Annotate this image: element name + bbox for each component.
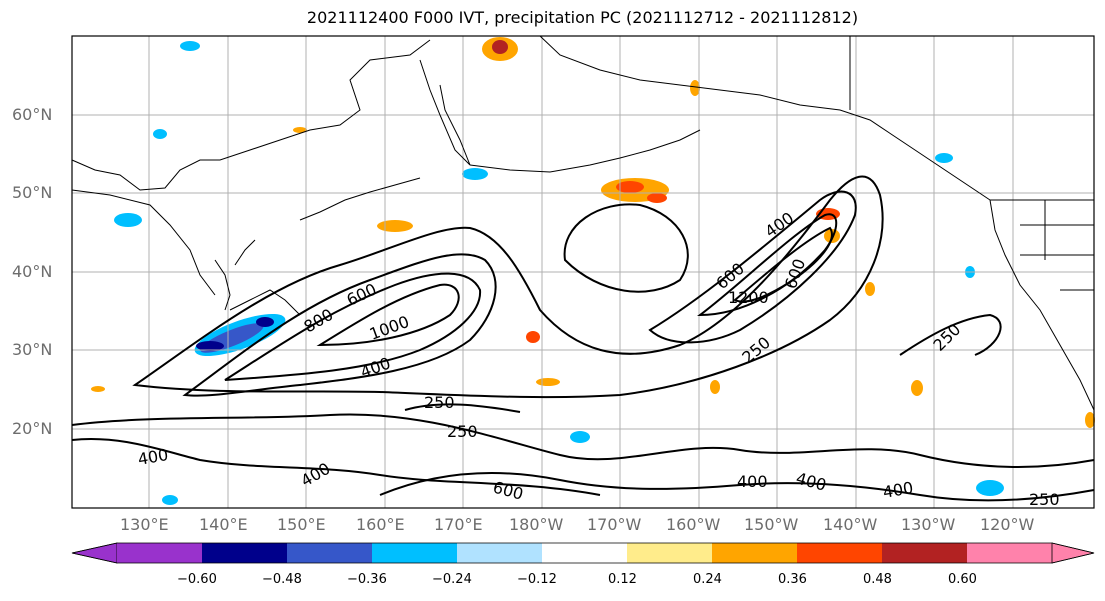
colorbar-bin: [627, 543, 712, 563]
colorbar-tick-label: −0.12: [517, 572, 557, 587]
colorbar-bin: [117, 543, 202, 563]
colorbar-bin: [967, 543, 1052, 563]
lon-label: 130°E: [120, 515, 169, 534]
lon-label: 170°E: [434, 515, 483, 534]
lon-label: 120°W: [980, 515, 1035, 534]
colorbar-tick-label: 0.24: [693, 572, 722, 587]
colorbar-bin: [712, 543, 797, 563]
map-frame: [71, 35, 1095, 509]
colorbar-tick-label: 0.60: [948, 572, 977, 587]
colorbar-tick-label: −0.36: [347, 572, 387, 587]
colorbar-tick-label: −0.48: [262, 572, 302, 587]
precip-shading: [91, 37, 1095, 505]
colorbar: [71, 542, 1095, 564]
contour-label: 250: [447, 422, 478, 441]
colorbar-extend-max: [1051, 542, 1095, 564]
contour-label: 400: [737, 472, 768, 491]
colorbar-bin: [287, 543, 372, 563]
lat-label: 60°N: [12, 105, 53, 124]
ivt-contours: [71, 175, 1095, 502]
colorbar-tick-label: 0.48: [863, 572, 892, 587]
lat-label: 20°N: [12, 419, 53, 438]
colorbar-bin: [202, 543, 287, 563]
colorbar-bin: [797, 543, 882, 563]
contour-label: 250: [1029, 490, 1060, 509]
contour-label: 250: [424, 393, 455, 412]
lat-label: 40°N: [12, 262, 53, 281]
colorbar-tick-label: 0.36: [778, 572, 807, 587]
borders: [849, 36, 1094, 291]
colorbar-extend-min: [71, 542, 118, 564]
lon-label: 180°W: [509, 515, 564, 534]
map-title: 2021112400 F000 IVT, precipitation PC (2…: [306, 8, 859, 27]
colorbar-bin: [372, 543, 457, 563]
colorbar-bin: [542, 543, 627, 563]
lon-label: 140°W: [823, 515, 878, 534]
lon-label: 130°W: [901, 515, 956, 534]
lat-label: 30°N: [12, 340, 53, 359]
lat-label: 50°N: [12, 183, 53, 202]
colorbar-tick-label: 0.12: [608, 572, 637, 587]
lon-label: 160°W: [666, 515, 721, 534]
lon-label: 140°E: [199, 515, 248, 534]
lon-label: 150°E: [277, 515, 326, 534]
lon-label: 170°W: [587, 515, 642, 534]
colorbar-tick-label: −0.60: [177, 572, 217, 587]
colorbar-bin: [457, 543, 542, 563]
colorbar-tick-label: −0.24: [432, 572, 472, 587]
graticule: [72, 36, 1094, 508]
contour-label: 1200: [728, 288, 769, 307]
coastlines: [71, 35, 1095, 411]
lon-label: 150°W: [744, 515, 799, 534]
colorbar-bin: [882, 543, 967, 563]
lon-label: 160°E: [356, 515, 405, 534]
